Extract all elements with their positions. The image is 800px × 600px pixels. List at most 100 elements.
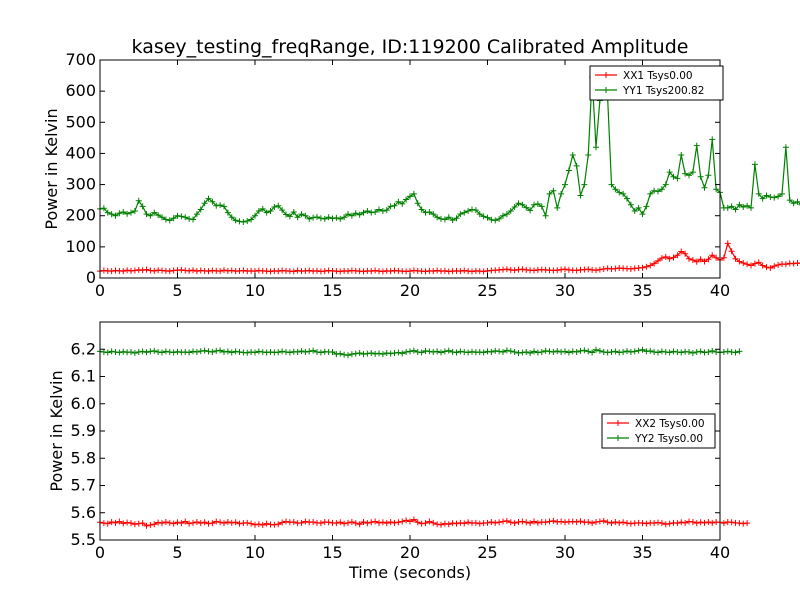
data-point — [410, 190, 417, 197]
x-tick-label: 5 — [172, 543, 182, 562]
data-point — [298, 519, 305, 526]
data-point — [678, 151, 685, 158]
data-point — [798, 262, 800, 264]
data-point — [197, 206, 204, 213]
data-point — [174, 519, 181, 526]
data-point — [306, 348, 313, 355]
data-point — [604, 519, 611, 526]
data-point — [759, 262, 766, 269]
data-point — [240, 218, 247, 225]
data-point — [593, 144, 599, 151]
data-point — [383, 207, 390, 214]
data-point — [259, 205, 266, 212]
data-point — [655, 188, 661, 195]
data-point — [550, 517, 557, 524]
data-point — [492, 217, 499, 224]
data-point — [689, 256, 696, 263]
data-point — [662, 521, 669, 528]
data-point — [465, 519, 472, 526]
data-point — [759, 195, 766, 202]
data-point — [286, 213, 293, 220]
data-point — [767, 265, 774, 272]
data-point — [736, 348, 743, 355]
y-tick-label: 0 — [86, 268, 96, 287]
data-point — [507, 348, 514, 355]
data-point — [205, 520, 212, 527]
data-point — [798, 204, 800, 206]
data-point — [480, 268, 487, 275]
data-point — [116, 349, 123, 356]
data-point — [728, 203, 735, 210]
data-point — [360, 351, 367, 358]
data-point — [786, 197, 793, 204]
data-point — [128, 209, 134, 216]
data-point — [658, 255, 665, 262]
data-point — [170, 520, 177, 527]
data-point — [581, 181, 588, 188]
data-point — [562, 348, 568, 355]
data-point — [492, 347, 499, 354]
data-point — [430, 348, 437, 355]
data-point — [550, 187, 557, 194]
data-point — [674, 175, 681, 182]
data-point — [345, 352, 351, 359]
data-point — [329, 348, 336, 355]
data-point — [596, 518, 603, 525]
data-point — [221, 267, 227, 274]
data-point — [701, 519, 708, 526]
data-point — [186, 349, 193, 356]
x-tick-label: 40 — [710, 281, 730, 300]
data-point — [434, 214, 441, 221]
data-point — [112, 348, 119, 355]
data-point — [139, 267, 146, 274]
data-point — [775, 261, 782, 268]
data-point — [662, 253, 669, 260]
data-point — [639, 520, 646, 527]
y-tick-label: 300 — [65, 175, 96, 194]
data-point — [310, 214, 317, 221]
data-point — [325, 519, 332, 526]
data-point — [190, 519, 196, 526]
x-tick-label: 0 — [95, 543, 105, 562]
data-point — [201, 519, 208, 526]
data-point — [426, 208, 433, 215]
data-point — [337, 215, 344, 222]
data-point — [228, 267, 235, 274]
data-point — [162, 216, 169, 223]
data-point — [100, 520, 107, 527]
data-point — [585, 519, 592, 526]
y-tick-label: 700 — [65, 50, 96, 69]
data-point — [224, 348, 231, 355]
data-point — [283, 518, 289, 525]
data-point — [135, 348, 142, 355]
data-point — [248, 216, 255, 223]
data-point — [228, 349, 235, 356]
data-point — [120, 520, 127, 527]
data-point — [360, 209, 367, 216]
data-point — [627, 520, 634, 527]
data-point — [314, 267, 320, 274]
data-point — [178, 266, 185, 273]
data-point — [728, 348, 735, 355]
data-point — [782, 144, 789, 151]
data-point — [627, 348, 634, 355]
data-point — [709, 252, 716, 259]
data-point — [174, 212, 181, 219]
x-tick-label: 5 — [172, 281, 182, 300]
data-point — [321, 268, 328, 275]
data-point — [151, 267, 158, 274]
data-point — [573, 519, 580, 526]
data-point — [461, 209, 468, 216]
data-point — [186, 520, 193, 527]
data-point — [267, 348, 274, 355]
data-point — [314, 348, 320, 355]
data-point — [604, 349, 611, 356]
data-point — [248, 520, 255, 527]
data-point — [128, 348, 134, 355]
data-point — [701, 184, 708, 191]
data-point — [577, 518, 584, 525]
data-point — [585, 151, 592, 158]
series-2 — [97, 66, 800, 225]
data-point — [236, 218, 243, 225]
data-point — [190, 348, 196, 355]
